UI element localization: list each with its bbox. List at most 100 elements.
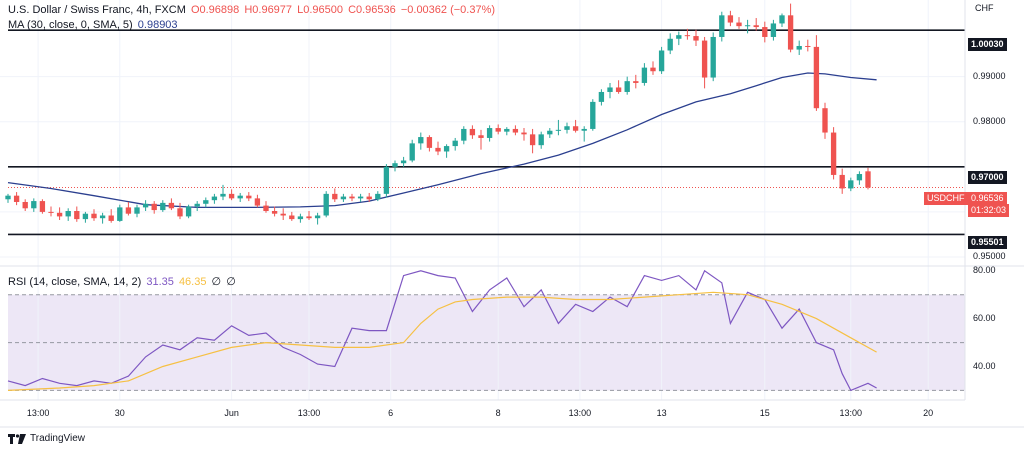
candle-body — [74, 210, 80, 220]
change-value: −0.00362 (−0.37%) — [400, 4, 496, 16]
current-price-tag: 0.96536 — [968, 192, 1007, 205]
currency-label: CHF — [975, 3, 994, 13]
time-tick-label: 13:00 — [26, 408, 50, 418]
symbol-tag: USDCHF — [924, 192, 968, 205]
candle-body — [82, 213, 89, 220]
candle-body — [547, 130, 553, 135]
time-tick-label: 30 — [114, 408, 125, 418]
time-tick-label: 13 — [656, 408, 667, 418]
candle-body — [762, 27, 768, 37]
candle-body — [418, 137, 424, 144]
candle-body — [289, 215, 295, 220]
ma-legend[interactable]: MA (30, close, 0, SMA, 5) 0.98903 — [8, 18, 180, 32]
candle-body — [314, 215, 321, 219]
rsi-label: RSI (14, close, SMA, 14, 2) — [8, 276, 142, 288]
candle-body — [461, 128, 467, 141]
candle-body — [426, 137, 433, 148]
candle-body — [306, 216, 312, 219]
candle-body — [383, 166, 390, 194]
rsi-extra-2: ∅ — [226, 276, 236, 288]
time-tick-label: Jun — [224, 408, 239, 418]
candle-body — [504, 128, 510, 132]
candle-body — [598, 91, 605, 102]
candle-body — [684, 35, 691, 37]
candle-body — [134, 207, 140, 214]
candle-body — [271, 210, 278, 214]
candle-body — [753, 25, 759, 28]
candle-body — [736, 22, 742, 27]
candle-body — [521, 132, 527, 135]
rsi-ma-value: 46.35 — [178, 276, 207, 288]
rsi-line — [7, 269, 877, 392]
candle-body — [237, 195, 243, 199]
candle-body — [22, 201, 28, 209]
candle-body — [160, 202, 166, 211]
tradingview-logo[interactable]: TradingView — [8, 433, 85, 444]
open-value: O0.96898 — [190, 4, 240, 16]
ma-label: MA (30, close, 0, SMA, 5) — [8, 19, 133, 31]
candle-body — [572, 126, 579, 131]
time-tick-label: 6 — [388, 408, 394, 418]
tradingview-logo-icon — [8, 433, 26, 444]
rsi-value: 31.35 — [146, 276, 174, 288]
time-tick-label: 13:00 — [297, 408, 321, 418]
candle-body — [581, 128, 587, 131]
candle-body — [142, 203, 149, 208]
candle-body — [366, 196, 372, 200]
candle-body — [65, 210, 71, 217]
candle-body — [624, 81, 630, 92]
candle-body — [478, 135, 484, 138]
candle-body — [168, 202, 175, 209]
candle-body — [332, 193, 338, 200]
candle-body — [117, 207, 123, 221]
rsi-extra-1: ∅ — [211, 276, 222, 288]
candle-body — [676, 35, 682, 39]
candle-body — [787, 15, 794, 50]
high-value: H0.96977 — [244, 4, 293, 16]
candle-body — [220, 193, 226, 197]
candle-body — [228, 193, 235, 199]
candle-body — [108, 215, 114, 221]
candle-body — [650, 67, 656, 72]
candle-body — [770, 23, 777, 37]
candle-body — [839, 174, 845, 189]
candle-body — [211, 196, 218, 201]
candle-body — [667, 38, 673, 51]
candle-body — [99, 215, 106, 219]
candle-body — [349, 196, 355, 199]
candle-body — [194, 203, 200, 207]
candle-body — [744, 25, 751, 27]
candle-body — [357, 196, 364, 199]
candle-body — [830, 132, 837, 175]
candle-body — [607, 87, 613, 92]
level-tag-3: 0.95501 — [968, 236, 1007, 249]
candle-body — [254, 198, 261, 206]
candle-body — [31, 201, 37, 209]
time-tick-label: 15 — [759, 408, 770, 418]
candle-body — [813, 46, 820, 109]
rsi-legend[interactable]: RSI (14, close, SMA, 14, 2) 31.35 46.35 … — [8, 275, 238, 289]
candle-body — [452, 140, 458, 147]
candle-body — [48, 211, 54, 213]
candle-body — [323, 193, 329, 216]
candle-body — [856, 174, 863, 181]
rsi-ma-line — [7, 291, 877, 391]
candle-body — [486, 128, 493, 138]
candle-body — [564, 126, 570, 130]
candle-body — [246, 195, 252, 199]
candle-body — [693, 36, 699, 41]
candle-body — [719, 15, 725, 37]
candle-body — [538, 134, 544, 146]
candle-body — [280, 213, 286, 216]
candle-body — [805, 45, 811, 47]
candle-body — [91, 213, 97, 219]
candle-body — [701, 40, 708, 78]
candle-body — [56, 212, 63, 217]
candle-body — [400, 160, 407, 164]
candle-body — [848, 180, 854, 189]
candle-body — [392, 163, 398, 167]
candle-body — [125, 207, 132, 214]
symbol-description[interactable]: U.S. Dollar / Swiss Franc, 4h, FXCM — [8, 4, 186, 16]
candle-body — [495, 128, 501, 132]
